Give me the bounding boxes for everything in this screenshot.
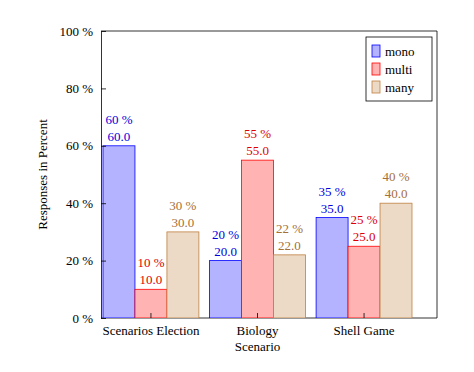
x-tick-mark: [257, 313, 258, 318]
bar: [242, 160, 274, 318]
y-tick: 40 %: [66, 196, 106, 211]
bar: [380, 203, 412, 318]
legend-box: [366, 37, 432, 101]
bar: [273, 255, 305, 318]
y-tick: 80 %: [66, 81, 106, 96]
y-tick-label: 80 %: [66, 81, 93, 96]
y-tick-mark: [101, 261, 106, 262]
data-label: 40 %: [382, 169, 409, 184]
y-tick-mark: [101, 88, 106, 89]
legend-swatch: [372, 45, 380, 57]
frame: [101, 31, 437, 318]
data-label: 22 %: [276, 221, 303, 236]
y-axis-line: [101, 32, 102, 319]
chart: 60 % 60.0 20 % 20.0 35 % 35.0 10 % 10.0 55 % 55.0…: [0, 0, 474, 372]
frame-top: [101, 31, 437, 32]
x-tick-mark: [150, 313, 151, 318]
y-tick: 20 %: [66, 253, 106, 268]
data-label: 25 %: [351, 212, 378, 227]
legend-label: mono: [385, 44, 415, 59]
y-tick: 100 %: [59, 24, 106, 39]
y-tick-label: 60 %: [66, 138, 93, 153]
legend-swatch: [372, 81, 380, 93]
data-label: 20.0: [214, 244, 237, 259]
x-tick: Shell Game: [334, 313, 395, 338]
y-tick-mark: [101, 146, 106, 147]
data-label: 55.0: [246, 143, 269, 158]
data-label: 10.0: [140, 272, 163, 287]
data-label: 60.0: [108, 129, 131, 144]
bar: [316, 218, 348, 318]
y-axis-title: Responses in Percent: [35, 119, 50, 230]
bar: [135, 289, 167, 318]
y-tick-mark: [101, 318, 106, 319]
legend-label: multi: [385, 62, 413, 77]
data-label: 10 %: [137, 255, 164, 270]
y-axis: 0 % 20 % 40 % 60 % 80 % 100 %: [59, 24, 106, 326]
x-tick-label: Scenarios Election: [102, 323, 200, 338]
data-label: 20 %: [212, 227, 239, 242]
x-tick-mark: [364, 313, 365, 318]
y-tick-label: 0 %: [72, 311, 93, 326]
bar: [348, 246, 380, 318]
data-label: 30 %: [169, 198, 196, 213]
y-tick-label: 100 %: [59, 24, 93, 39]
data-label: 60 %: [105, 112, 132, 127]
data-label: 22.0: [278, 238, 301, 253]
data-label: 25.0: [353, 229, 376, 244]
data-label: 30.0: [172, 215, 195, 230]
x-tick-label: BiologyScenario: [235, 323, 280, 354]
legend-swatch: [372, 63, 380, 75]
x-axis: Scenarios Election BiologyScenario Shell G…: [102, 313, 394, 354]
x-tick: BiologyScenario: [235, 313, 280, 354]
y-tick-label: 20 %: [66, 253, 93, 268]
legend: mono multi many: [366, 37, 432, 101]
data-label: 35 %: [319, 184, 346, 199]
y-tick-mark: [101, 31, 106, 32]
y-tick-label: 40 %: [66, 196, 93, 211]
data-label: 40.0: [385, 186, 408, 201]
x-tick: Scenarios Election: [102, 313, 200, 338]
data-labels: 60 % 60.0 20 % 20.0 35 % 35.0 10 % 10.0 55 % 55.0…: [105, 112, 409, 287]
data-label: 55 %: [244, 126, 271, 141]
bar: [210, 261, 242, 318]
x-tick-label: Shell Game: [334, 323, 395, 338]
bars: [103, 146, 412, 318]
bar: [167, 232, 199, 318]
bar: [103, 146, 135, 318]
data-label: 35.0: [321, 201, 344, 216]
y-tick-mark: [101, 203, 106, 204]
legend-label: many: [385, 80, 414, 95]
frame-right: [437, 31, 438, 318]
y-tick: 60 %: [66, 138, 106, 153]
y-tick: 0 %: [72, 311, 106, 326]
